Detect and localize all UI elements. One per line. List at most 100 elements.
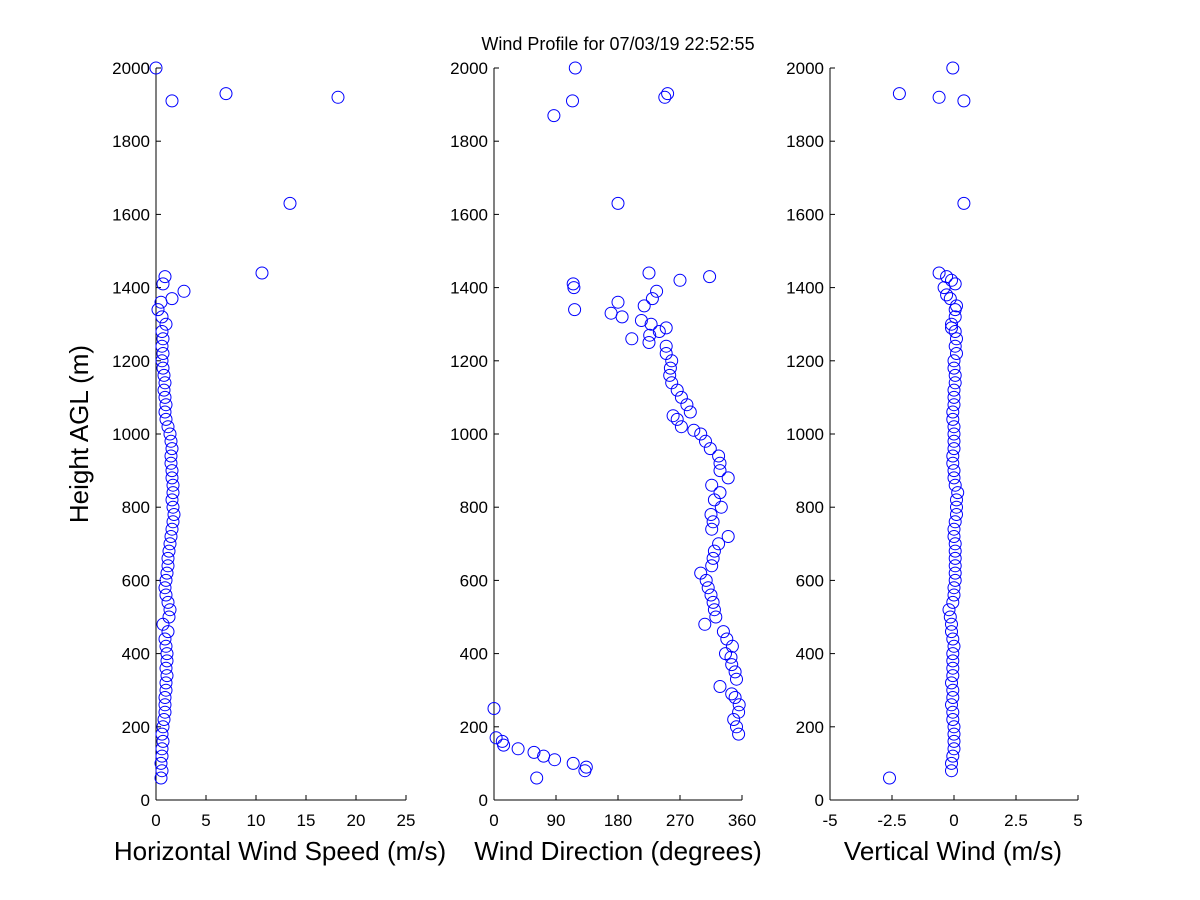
data-point-speed <box>156 361 170 375</box>
data-point-speed <box>162 610 176 624</box>
data-point-direction <box>568 303 582 317</box>
data-point-vertical <box>946 449 960 463</box>
data-point-speed <box>166 500 180 514</box>
data-point-speed <box>158 390 172 404</box>
panel-speed: 0 200 400 600 800 1000 1200 1400 1600 1800 2000 0 5 1… <box>112 59 446 866</box>
data-point-vertical <box>883 771 896 785</box>
data-point-vertical <box>945 756 958 770</box>
data-point-speed <box>166 478 180 492</box>
data-point-direction <box>704 588 718 602</box>
data-point-direction <box>721 471 735 485</box>
data-point-vertical <box>892 87 906 101</box>
data-point-speed <box>154 295 168 309</box>
data-point-vertical <box>948 376 962 390</box>
data-point-speed <box>160 566 174 580</box>
data-point-vertical <box>947 742 961 756</box>
data-point-direction <box>704 508 718 521</box>
data-point-speed <box>154 771 168 785</box>
data-point-direction <box>611 196 625 210</box>
data-point-speed <box>156 734 170 748</box>
data-point-speed <box>159 639 173 653</box>
data-point-speed <box>164 434 178 448</box>
y-tick-label: 2000 <box>786 59 824 78</box>
data-point-direction <box>637 299 651 313</box>
data-point-direction <box>701 581 715 595</box>
data-point-direction <box>707 544 721 558</box>
data-point-direction <box>652 325 666 338</box>
data-point-direction <box>673 273 687 287</box>
y-tick-label: 1200 <box>450 352 488 371</box>
y-tick-label: 1200 <box>112 352 150 371</box>
x-tick-label: -2.5 <box>877 811 906 830</box>
data-point-speed <box>157 368 171 382</box>
data-point-speed <box>219 87 233 101</box>
data-point-speed <box>149 61 163 75</box>
data-point-direction <box>728 665 742 679</box>
data-point-direction <box>643 328 657 342</box>
data-point-speed <box>157 383 171 397</box>
data-point-vertical <box>945 617 958 631</box>
data-point-direction <box>650 284 664 298</box>
data-point-speed <box>158 705 172 719</box>
data-point-speed <box>158 632 172 646</box>
data-point-direction <box>658 90 672 104</box>
y-tick-label: 1000 <box>786 425 824 444</box>
data-point-speed <box>161 625 175 639</box>
data-point-speed <box>156 277 170 291</box>
data-point-speed <box>165 292 179 306</box>
data-point-vertical <box>947 361 961 375</box>
data-point-direction <box>487 702 501 715</box>
data-point-speed <box>160 647 174 661</box>
data-point-direction <box>489 731 503 745</box>
x-tick-label: 25 <box>397 811 416 830</box>
data-point-vertical <box>950 299 963 313</box>
y-tick-label: 0 <box>479 791 488 810</box>
y-tick-label: 1800 <box>786 132 824 151</box>
data-point-speed <box>155 727 169 741</box>
data-point-speed <box>162 544 176 558</box>
y-tick-label: 800 <box>122 498 150 517</box>
x-tick-label: 90 <box>547 811 566 830</box>
data-point-vertical <box>940 270 954 284</box>
data-point-direction <box>644 317 658 331</box>
data-point-speed <box>331 90 345 104</box>
data-point-vertical <box>946 654 960 668</box>
data-point-vertical <box>948 559 962 573</box>
data-point-direction <box>511 742 525 756</box>
data-point-vertical <box>950 500 963 514</box>
x-tick-label: 0 <box>949 811 958 830</box>
data-point-vertical <box>943 292 957 306</box>
data-point-speed <box>158 581 172 595</box>
data-point-vertical <box>946 669 960 683</box>
x-tick-label: 5 <box>201 811 210 830</box>
data-point-direction <box>495 734 509 748</box>
data-point-vertical <box>948 566 962 580</box>
data-point-speed <box>163 427 177 441</box>
x-tick-label: 20 <box>347 811 366 830</box>
data-point-vertical <box>947 434 961 448</box>
data-point-vertical <box>950 332 963 346</box>
panel-vertical: 0 200 400 600 800 1000 1200 1400 1600 1800 2000 -5 -… <box>786 59 1083 866</box>
y-tick-label: 0 <box>815 791 824 810</box>
data-point-vertical <box>948 537 962 551</box>
data-point-speed <box>164 449 178 463</box>
data-point-direction <box>732 705 746 719</box>
x-tick-label: 5 <box>1073 811 1082 830</box>
data-point-vertical <box>957 94 971 108</box>
data-point-direction <box>712 537 726 551</box>
data-point-direction <box>709 610 723 624</box>
data-point-direction <box>568 61 582 75</box>
data-point-speed <box>158 376 172 390</box>
data-point-direction <box>674 390 688 404</box>
y-tick-label: 1600 <box>786 205 824 224</box>
data-point-direction <box>705 559 719 573</box>
data-point-direction <box>566 277 580 291</box>
data-point-vertical <box>948 339 962 353</box>
data-point-direction <box>705 522 719 536</box>
data-point-vertical <box>932 90 946 104</box>
data-point-speed <box>166 486 180 500</box>
data-point-vertical <box>948 573 962 587</box>
y-tick-label: 600 <box>796 571 824 590</box>
data-point-direction <box>716 625 730 639</box>
data-point-speed <box>159 317 173 331</box>
